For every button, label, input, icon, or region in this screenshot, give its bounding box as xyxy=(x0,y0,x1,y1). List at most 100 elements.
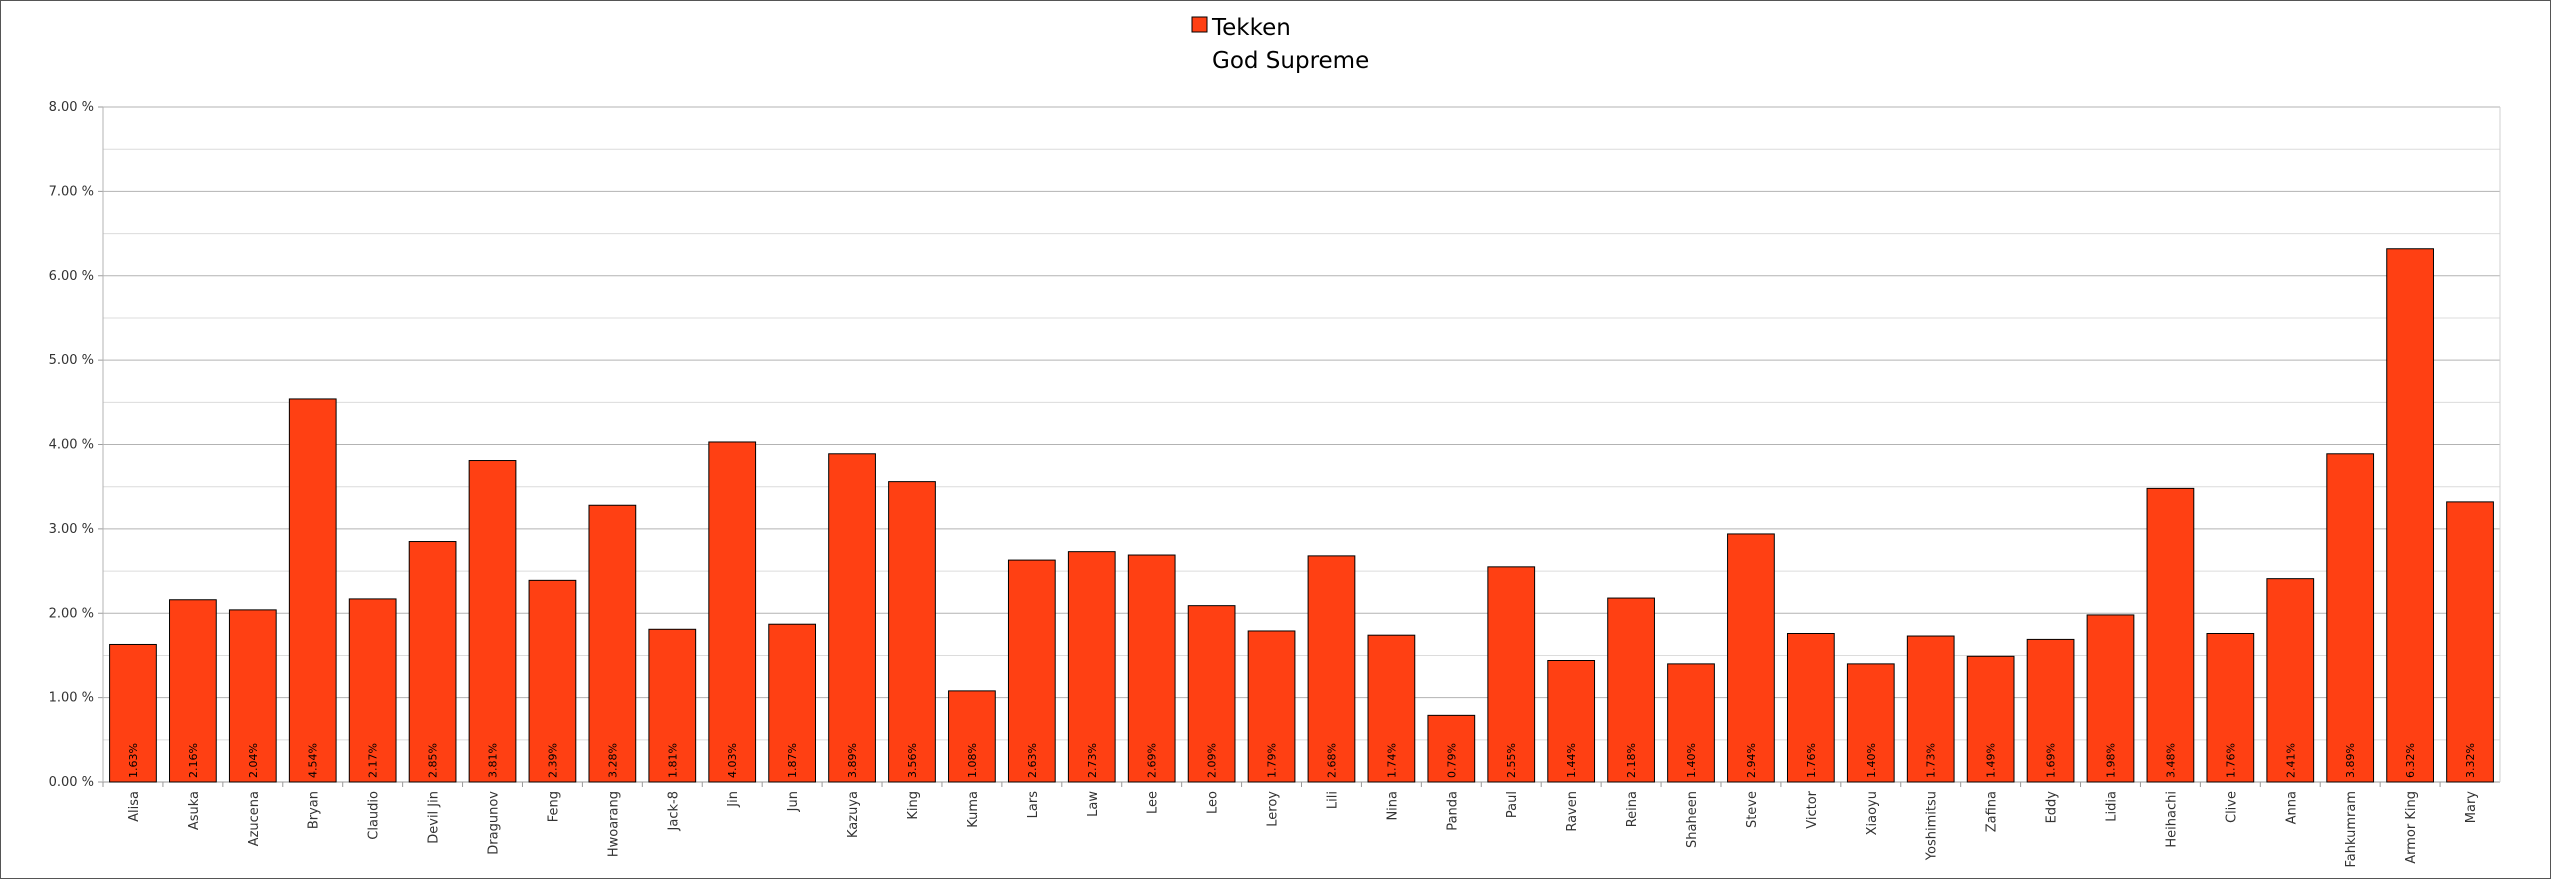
y-tick-label: 3.00 % xyxy=(49,522,94,537)
data-label: 2.73% xyxy=(1086,743,1099,778)
legend-subtitle: God Supreme xyxy=(1212,48,1369,74)
bars: 1.63% 2.16% 2.04% 4.54% 2.17% 2.85% 3.81% 2.39%… xyxy=(109,248,2494,783)
bar xyxy=(768,623,817,783)
x-category-label: Jack-8 xyxy=(666,791,681,831)
data-label: 1.76% xyxy=(1805,743,1818,778)
bar xyxy=(2386,248,2434,783)
x-category-label: Kazuya xyxy=(846,791,861,838)
bar xyxy=(1367,634,1416,783)
data-label: 3.56% xyxy=(906,743,919,778)
y-axis: 0.00 % 1.00 % 2.00 % 3.00 % 4.00 % 5.00 % 6.00… xyxy=(49,100,2501,790)
y-tick-label: 6.00 % xyxy=(49,269,94,284)
data-label: 2.04% xyxy=(247,743,260,778)
bar xyxy=(2086,614,2135,783)
bar xyxy=(468,460,517,783)
data-label: 1.79% xyxy=(1266,743,1279,778)
x-category-label: Dragunov xyxy=(487,791,502,855)
data-label: 6.32% xyxy=(2404,743,2417,778)
data-label: 1.63% xyxy=(127,743,140,778)
x-category-label: Victor xyxy=(1805,790,1820,828)
x-category-label: Nina xyxy=(1385,791,1400,821)
data-label: 1.08% xyxy=(966,743,979,778)
x-category-label: Lee xyxy=(1146,791,1161,814)
bar xyxy=(2146,487,2195,783)
bar xyxy=(2326,453,2375,783)
data-label: 2.18% xyxy=(1625,743,1638,778)
bar xyxy=(1187,605,1236,783)
data-label: 1.76% xyxy=(2224,743,2237,778)
data-label: 2.09% xyxy=(1206,743,1219,778)
data-label: 1.44% xyxy=(1565,743,1578,778)
bar xyxy=(2266,578,2315,783)
x-category-label: Lars xyxy=(1026,791,1041,819)
bar xyxy=(169,599,217,783)
bar xyxy=(648,628,697,783)
x-category-label: Xiaoyu xyxy=(1865,791,1880,835)
bar xyxy=(1067,551,1116,783)
data-label: 3.48% xyxy=(2164,743,2177,778)
bar xyxy=(2206,633,2255,783)
bar xyxy=(288,398,337,783)
bar xyxy=(1727,533,1775,783)
x-category-label: Claudio xyxy=(367,791,382,840)
y-tick-label: 4.00 % xyxy=(49,438,94,453)
data-label: 2.41% xyxy=(2284,743,2297,778)
bar xyxy=(1127,554,1176,783)
bar xyxy=(828,453,876,783)
bar xyxy=(948,690,996,783)
data-label: 2.55% xyxy=(1505,743,1518,778)
x-category-label: Eddy xyxy=(2045,791,2060,824)
y-tick-label: 5.00 % xyxy=(49,353,94,368)
x-category-label: Raven xyxy=(1565,791,1580,832)
bar xyxy=(1906,635,1955,783)
gridlines xyxy=(103,106,2500,783)
x-category-label: Shaheen xyxy=(1685,791,1700,848)
x-category-label: Devil Jin xyxy=(427,791,442,844)
x-category-label: Panda xyxy=(1445,791,1460,831)
data-label: 3.32% xyxy=(2464,743,2477,778)
bar xyxy=(348,598,397,783)
x-category-label: Law xyxy=(1086,791,1101,817)
bar xyxy=(1667,663,1715,783)
data-label: 2.68% xyxy=(1325,743,1338,778)
data-label: 3.81% xyxy=(487,743,500,778)
x-category-label: Jun xyxy=(786,791,801,812)
bar xyxy=(1007,559,1056,783)
x-category-label: Hwoarang xyxy=(606,791,621,857)
y-tick-label: 7.00 % xyxy=(49,184,94,199)
y-tick-label: 1.00 % xyxy=(49,691,94,706)
x-category-label: Asuka xyxy=(187,791,202,830)
data-label: 2.69% xyxy=(1146,743,1159,778)
y-tick-label: 2.00 % xyxy=(49,606,94,621)
data-label: 1.49% xyxy=(1985,743,1998,778)
bar xyxy=(1786,633,1835,783)
data-label: 2.39% xyxy=(546,743,559,778)
data-label: 1.98% xyxy=(2104,743,2117,778)
bar xyxy=(1487,566,1536,783)
data-label: 2.85% xyxy=(427,743,440,778)
x-category-label: Reina xyxy=(1625,791,1640,827)
x-category-label: Mary xyxy=(2464,791,2479,824)
bar xyxy=(1966,655,2015,783)
x-category-label: Armor King xyxy=(2404,791,2419,864)
x-category-label: Leo xyxy=(1206,791,1221,814)
data-label: 1.69% xyxy=(2045,743,2058,778)
x-category-label: Yoshimitsu xyxy=(1925,791,1940,861)
bar xyxy=(408,541,457,783)
x-category-label: Lidia xyxy=(2104,791,2119,822)
data-label: 1.40% xyxy=(1865,743,1878,778)
data-label: 2.94% xyxy=(1745,743,1758,778)
x-category-label: Alisa xyxy=(127,791,142,822)
x-category-label: Heihachi xyxy=(2164,791,2179,848)
data-label: 1.81% xyxy=(666,743,679,778)
bar xyxy=(708,441,757,783)
x-category-label: Paul xyxy=(1505,791,1520,818)
y-tick-label: 8.00 % xyxy=(49,100,94,115)
bar xyxy=(1607,597,1655,783)
bar xyxy=(888,481,936,783)
data-label: 0.79% xyxy=(1445,743,1458,778)
data-label: 1.73% xyxy=(1925,743,1938,778)
x-category-label: King xyxy=(906,791,921,820)
